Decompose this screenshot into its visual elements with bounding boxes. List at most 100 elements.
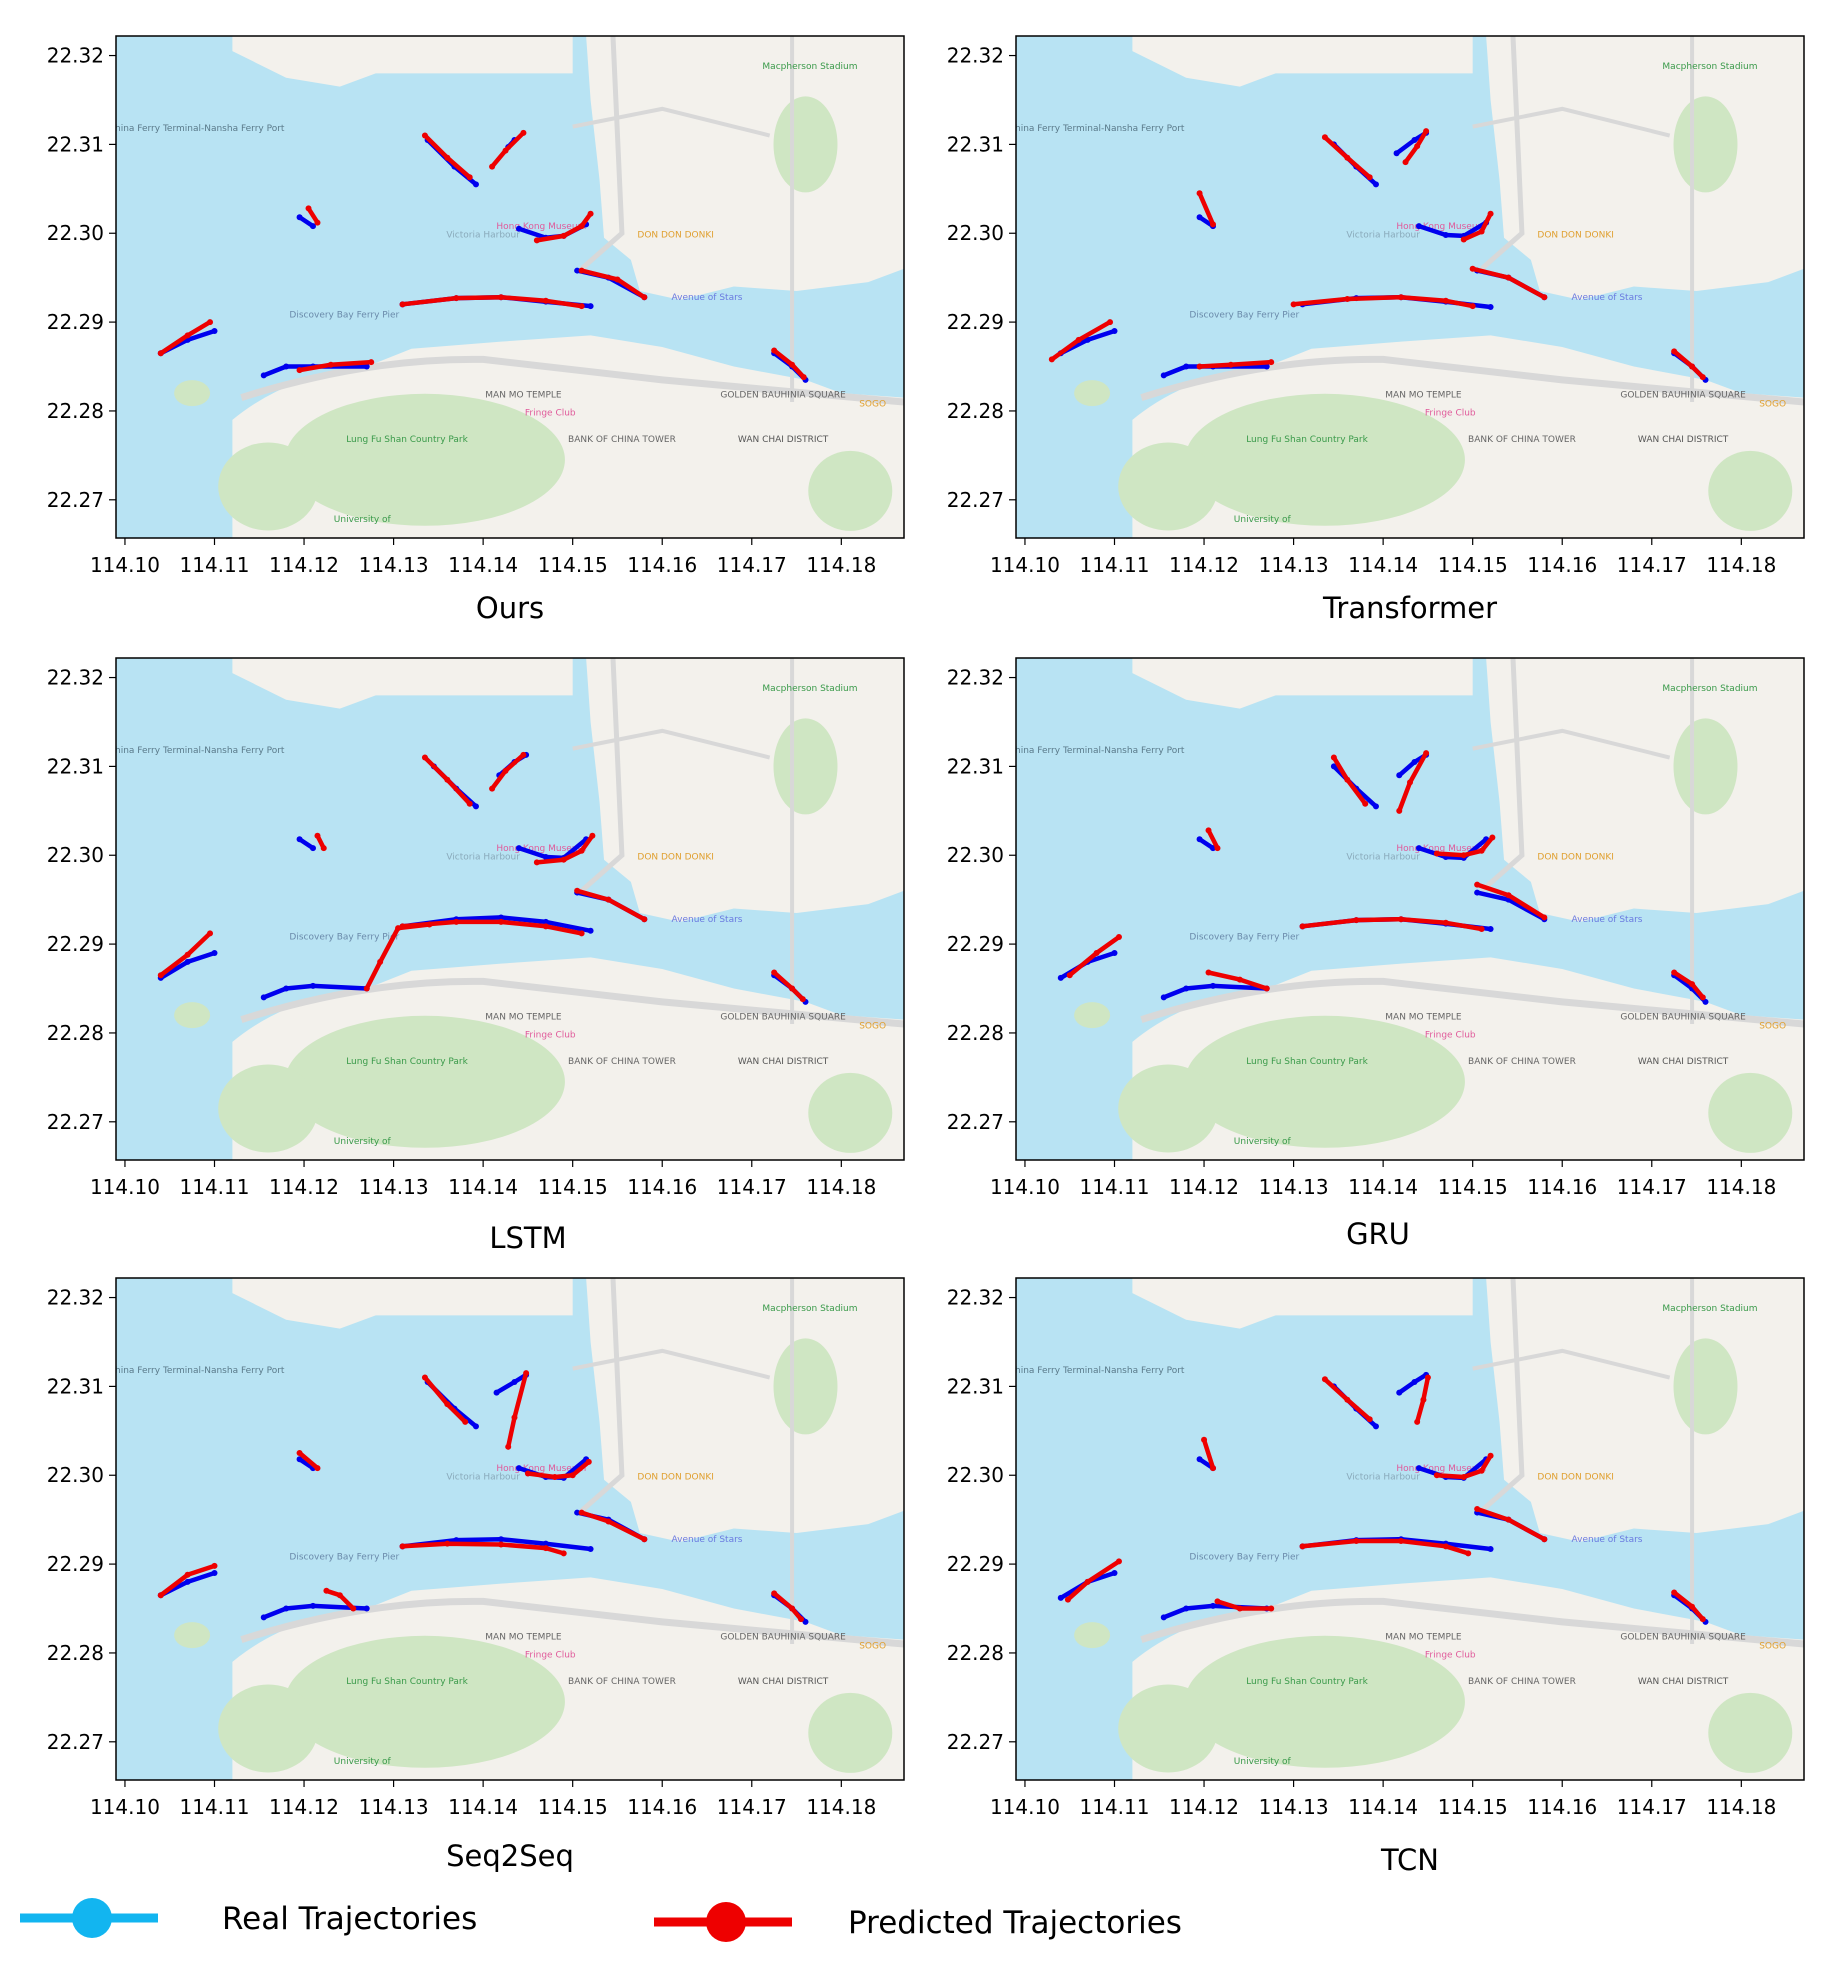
predicted-point [523, 1370, 530, 1377]
legend-predicted-label: Predicted Trajectories [848, 1905, 1182, 1941]
map-label: University of [1234, 515, 1292, 525]
western-park [218, 1064, 319, 1153]
predicted-point [1107, 319, 1114, 326]
north-road [572, 728, 771, 760]
north-west-land [232, 658, 573, 709]
real-point [1396, 772, 1403, 779]
real-point [296, 836, 303, 843]
predicted-point [1505, 1516, 1512, 1523]
real-point [493, 1389, 500, 1396]
real-point [1411, 758, 1418, 765]
predicted-point [1353, 917, 1360, 924]
real-point [1057, 974, 1064, 981]
predicted-point [305, 205, 312, 212]
predicted-point [1205, 827, 1212, 834]
map-label: Victoria Harbour [446, 853, 520, 863]
y-tick-label: 22.28 [47, 1021, 104, 1045]
predicted-point [320, 845, 327, 852]
kowloon-road [1479, 658, 1525, 893]
predicted-point [1402, 159, 1409, 166]
real-point [363, 363, 370, 370]
predicted-point [184, 332, 191, 339]
predicted-point [444, 1540, 451, 1547]
real-point [1372, 1423, 1379, 1430]
real-trajectory [1416, 837, 1489, 861]
predicted-point [1210, 1465, 1216, 1472]
x-tick-label: 114.15 [538, 553, 608, 577]
real-point [1183, 985, 1190, 992]
predicted-point [1489, 834, 1496, 841]
real-point [1183, 1605, 1190, 1612]
map-label: University of [1234, 1137, 1292, 1147]
y-tick-label: 22.27 [947, 488, 1004, 512]
map-label: WAN CHAI DISTRICT [1638, 435, 1729, 445]
plot-frame [1015, 657, 1805, 1161]
predicted-point [421, 1374, 428, 1381]
kowloon-park [1673, 96, 1738, 193]
map-label: MAN MO TEMPLE [1385, 391, 1462, 401]
kowloon-road [579, 36, 625, 271]
predicted-point [184, 1571, 191, 1578]
predicted-point [314, 1465, 321, 1472]
map-background: Macpherson Stadium China Ferry Terminal-N… [116, 1278, 904, 1780]
predicted-point [421, 132, 428, 139]
map-label: Macpherson Stadium [762, 1304, 857, 1314]
western-park [1118, 1064, 1219, 1153]
kowloon-park [1673, 1338, 1738, 1435]
predicted-point [489, 785, 496, 792]
lung-fu-shan-park [284, 393, 565, 526]
map-label: Avenue of Stars [672, 1535, 743, 1545]
harbour-road [1140, 355, 1804, 406]
harbour-road [240, 977, 904, 1028]
x-tick-label: 114.14 [448, 1795, 518, 1819]
map-label: Lung Fu Shan Country Park [346, 435, 468, 445]
real-point [498, 1536, 505, 1543]
map-label: Fringe Club [1425, 408, 1476, 418]
panel-title: Ours [476, 591, 544, 625]
map-label: MAN MO TEMPLE [485, 391, 562, 401]
map-label: China Ferry Terminal-Nansha Ferry Port [1009, 1366, 1185, 1376]
predicted-point [1196, 363, 1203, 370]
x-tick-label: 114.12 [1169, 1175, 1239, 1199]
real-point [802, 1618, 809, 1625]
x-tick-label: 114.13 [359, 553, 429, 577]
predicted-point [1469, 265, 1476, 272]
y-tick-label: 22.28 [47, 399, 104, 423]
predicted-point [1671, 969, 1678, 976]
real-point [363, 1605, 370, 1612]
real-point [542, 854, 549, 861]
real-point [1160, 372, 1167, 379]
predicted-trajectory [534, 833, 595, 865]
y-tick-label: 22.32 [947, 666, 1004, 690]
real-point [515, 845, 522, 852]
kowloon-park [773, 96, 838, 193]
predicted-point [314, 832, 321, 839]
map-label: MAN MO TEMPLE [1385, 1633, 1462, 1643]
predicted-point [1699, 1616, 1706, 1623]
lung-fu-shan-park [1184, 1015, 1465, 1148]
y-tick-label: 22.29 [47, 932, 104, 956]
real-point [1372, 803, 1379, 810]
kowloon-park [1673, 718, 1738, 815]
predicted-point [1474, 1506, 1481, 1513]
panel-tcn: Macpherson Stadium China Ferry Terminal-N… [947, 1277, 1805, 1877]
real-point [1487, 303, 1494, 310]
predicted-point [1442, 1543, 1449, 1550]
map-label: Hong Kong Museum [496, 222, 586, 232]
harbour-road [240, 355, 904, 406]
real-trajectory [1161, 983, 1269, 1000]
real-point [542, 918, 549, 925]
predicted-point [350, 1605, 357, 1612]
kowloon-land [1486, 1278, 1804, 1542]
x-tick-label: 114.16 [627, 1795, 697, 1819]
map-label: MAN MO TEMPLE [485, 1013, 562, 1023]
predicted-point [462, 1418, 469, 1425]
real-point [1111, 327, 1118, 334]
predicted-point [585, 1458, 592, 1465]
map-label: Lung Fu Shan Country Park [1246, 435, 1368, 445]
x-tick-label: 114.10 [90, 1175, 160, 1199]
predicted-point [207, 319, 214, 326]
lung-fu-shan-park [1184, 393, 1465, 526]
real-point [296, 214, 303, 221]
predicted-point [1263, 985, 1270, 992]
